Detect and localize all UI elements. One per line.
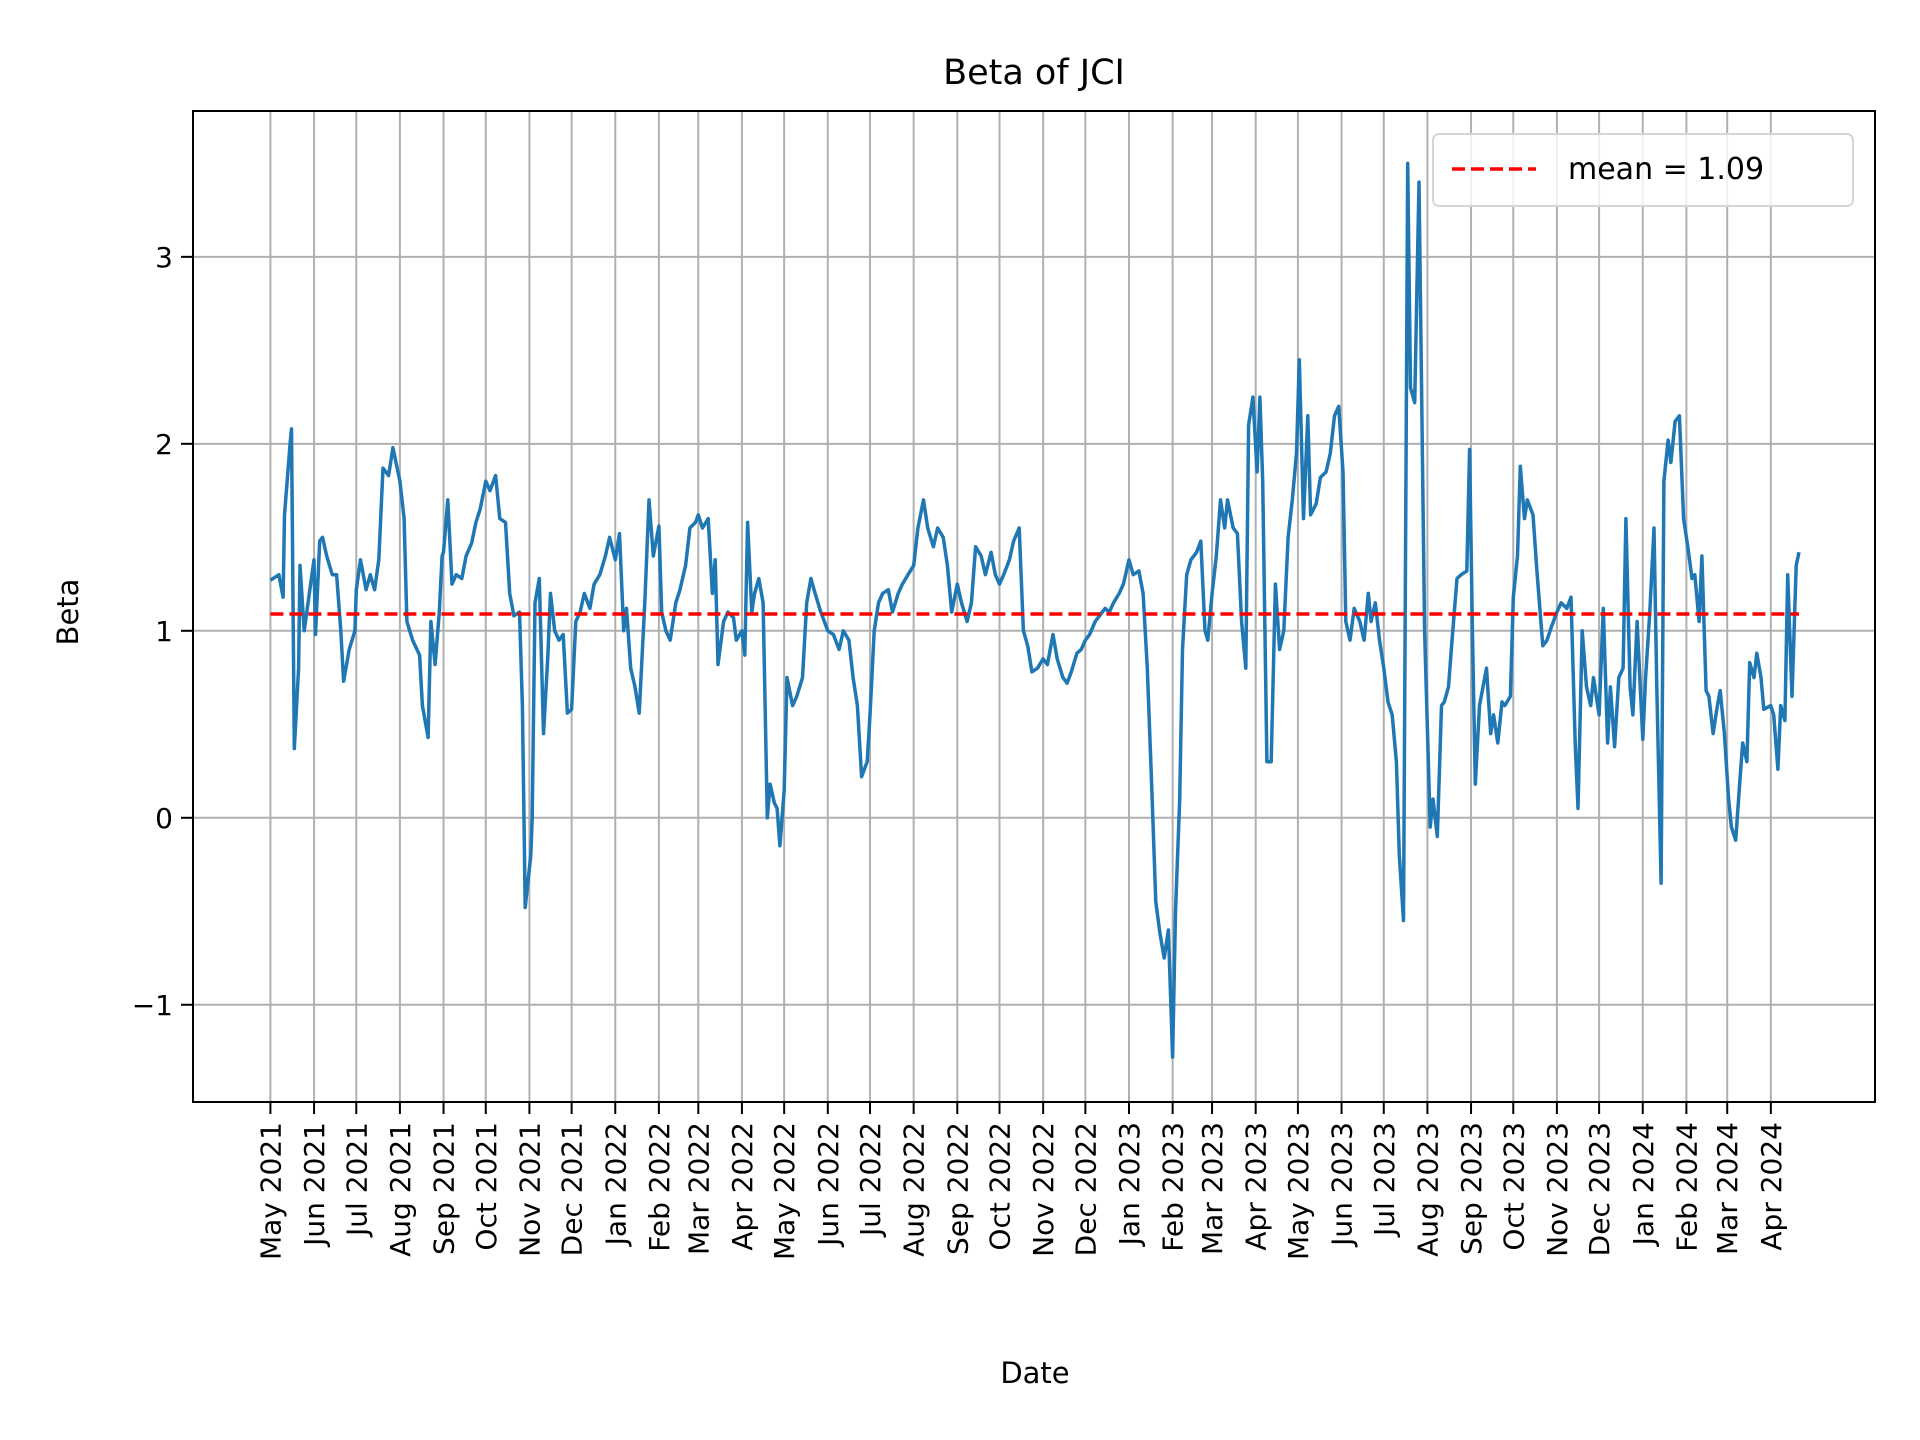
- x-tick-label: Jan 2023: [1113, 1122, 1146, 1247]
- x-tick-label: Jan 2022: [599, 1122, 632, 1247]
- x-tick-label: Dec 2021: [556, 1122, 589, 1256]
- x-tick-label: Mar 2024: [1711, 1122, 1744, 1255]
- x-tick-label: Jun 2023: [1326, 1122, 1359, 1248]
- x-tick-label: May 2021: [254, 1122, 287, 1260]
- y-tick-label: 3: [155, 241, 173, 274]
- legend-box: [1432, 133, 1854, 207]
- axes-frame: [192, 110, 1876, 1103]
- x-tick-label: Oct 2021: [470, 1122, 503, 1251]
- x-tick-label: Aug 2021: [384, 1122, 417, 1257]
- x-axis-label: Date: [1000, 1356, 1069, 1390]
- x-tick-label: Oct 2022: [984, 1122, 1017, 1251]
- x-tick-label: Sep 2021: [428, 1122, 461, 1255]
- y-tick-label: 2: [155, 428, 173, 461]
- x-tick-label: Aug 2023: [1411, 1122, 1444, 1257]
- y-axis-ticks: −1 0 1 2 3: [132, 241, 193, 1022]
- x-tick-label: May 2023: [1282, 1122, 1315, 1260]
- grid-lines: [193, 111, 1875, 1102]
- x-tick-label: Jul 2023: [1368, 1122, 1401, 1238]
- y-axis-label: Beta: [51, 579, 85, 646]
- legend: mean = 1.09: [1432, 133, 1854, 207]
- beta-data-points: [270, 163, 1800, 1058]
- x-tick-label: Mar 2022: [682, 1122, 715, 1255]
- x-tick-label: Jun 2021: [298, 1122, 331, 1248]
- legend-mean-label: mean = 1.09: [1568, 152, 1764, 187]
- y-tick-label: 1: [155, 615, 173, 648]
- x-tick-label: Dec 2022: [1069, 1122, 1102, 1256]
- x-tick-label: Oct 2023: [1497, 1122, 1530, 1251]
- x-tick-label: Apr 2023: [1240, 1122, 1273, 1251]
- beta-series-line: [269, 161, 1801, 1059]
- x-axis-ticks: May 2021 Jun 2021 Jul 2021 Aug 2021 Sep 2021…: [254, 1102, 1788, 1260]
- chart-title: Beta of JCI: [943, 53, 1125, 93]
- x-tick-label: Mar 2023: [1196, 1122, 1229, 1255]
- x-tick-label: Sep 2022: [941, 1122, 974, 1255]
- x-tick-label: May 2022: [768, 1122, 801, 1260]
- x-tick-label: Jun 2022: [812, 1122, 845, 1248]
- x-tick-label: Nov 2023: [1541, 1122, 1574, 1257]
- x-tick-label: Feb 2023: [1157, 1122, 1190, 1252]
- x-tick-label: Jul 2021: [340, 1122, 373, 1238]
- x-tick-label: Aug 2022: [898, 1122, 931, 1257]
- x-tick-label: Nov 2021: [513, 1122, 546, 1257]
- x-tick-label: Dec 2023: [1583, 1122, 1616, 1256]
- x-tick-label: Nov 2022: [1027, 1122, 1060, 1257]
- plot-area: [269, 161, 1801, 1059]
- x-tick-label: Apr 2022: [726, 1122, 759, 1251]
- y-tick-label: −1: [132, 989, 173, 1022]
- x-tick-label: Feb 2022: [643, 1122, 676, 1252]
- x-tick-label: Feb 2024: [1670, 1122, 1703, 1252]
- y-tick-label: 0: [155, 802, 173, 835]
- x-tick-label: Jul 2022: [854, 1122, 887, 1238]
- x-tick-label: Sep 2023: [1455, 1122, 1488, 1255]
- x-tick-label: Apr 2024: [1755, 1122, 1788, 1251]
- x-tick-label: Jan 2024: [1627, 1122, 1660, 1247]
